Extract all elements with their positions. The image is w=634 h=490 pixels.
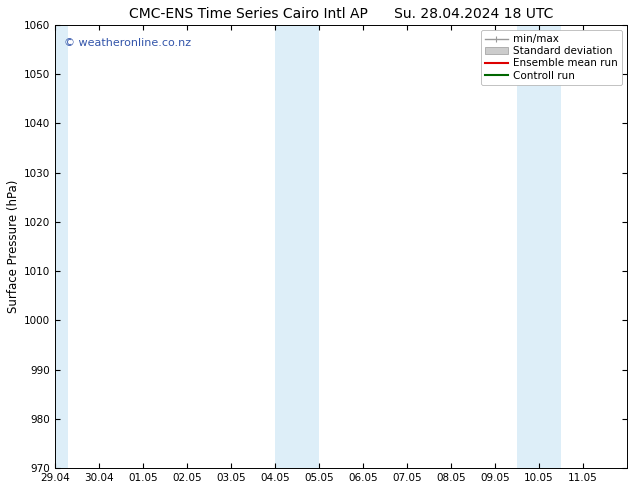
Bar	[55, 25, 68, 468]
Title: CMC-ENS Time Series Cairo Intl AP      Su. 28.04.2024 18 UTC: CMC-ENS Time Series Cairo Intl AP Su. 28…	[129, 7, 553, 21]
Y-axis label: Surface Pressure (hPa): Surface Pressure (hPa)	[7, 180, 20, 313]
Legend: min/max, Standard deviation, Ensemble mean run, Controll run: min/max, Standard deviation, Ensemble me…	[481, 30, 622, 85]
Bar	[517, 25, 561, 468]
Bar	[275, 25, 319, 468]
Text: © weatheronline.co.nz: © weatheronline.co.nz	[64, 38, 191, 48]
